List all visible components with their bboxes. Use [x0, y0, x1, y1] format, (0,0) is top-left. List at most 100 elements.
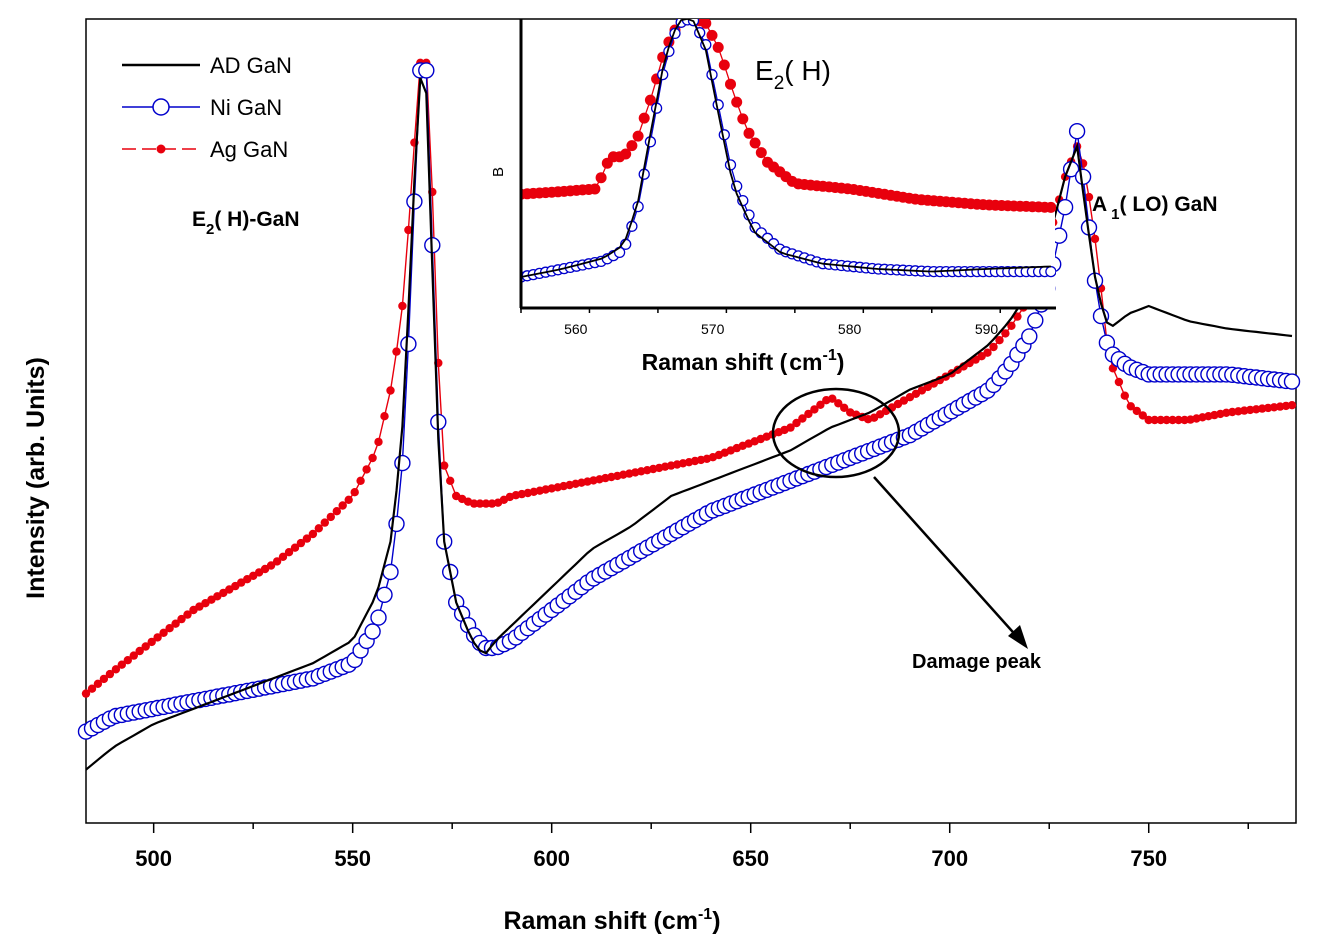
- ag-gan-point: [1132, 406, 1142, 416]
- inset-series-layer: [521, 19, 1056, 283]
- ag-gan-point: [87, 684, 97, 693]
- ag-gan-point: [302, 534, 312, 543]
- inset-ag-gan-point: [638, 112, 650, 124]
- inset-ag-gan-point: [718, 59, 730, 71]
- ag-gan-point: [792, 418, 801, 428]
- ag-gan-point: [386, 386, 395, 395]
- inset-ag-gan-point: [737, 113, 749, 125]
- annotation-damage-peak: Damage peak: [912, 651, 1042, 673]
- ag-gan-point: [356, 476, 365, 485]
- ag-gan-point: [1138, 411, 1148, 420]
- ag-gan-point: [326, 512, 335, 522]
- ag-gan-point: [308, 529, 318, 539]
- ni-gan-point: [394, 454, 411, 472]
- ag-gan-point: [816, 400, 825, 409]
- legend-ni-gan: Ni GaN: [210, 95, 282, 120]
- ag-gan-point: [278, 552, 288, 561]
- ag-gan-point: [129, 651, 138, 660]
- ag-gan-point: [983, 348, 992, 357]
- ag-gan-point: [1001, 329, 1010, 338]
- ni-gan-point: [418, 62, 435, 79]
- ag-gan-point: [350, 488, 359, 497]
- ag-gan-point: [440, 461, 449, 470]
- ag-gan-point: [1168, 415, 1177, 425]
- ag-gan-point: [1150, 415, 1159, 425]
- inset-x-ticks: 560 570 580 590: [520, 308, 1001, 337]
- ag-gan-point: [111, 665, 121, 674]
- ag-gan-point: [1287, 401, 1297, 410]
- ni-gan-point: [382, 563, 399, 581]
- ag-gan-point: [123, 656, 132, 665]
- ni-gan-point: [1056, 198, 1074, 216]
- ni-gan-point: [400, 335, 417, 353]
- ag-gan-point: [1084, 192, 1094, 202]
- inset-ag-gan-point: [743, 127, 755, 139]
- ni-gan-point: [1027, 312, 1044, 329]
- ag-gan-point: [469, 499, 479, 508]
- ag-gan-point: [1013, 312, 1022, 321]
- ag-gan-point: [1156, 415, 1165, 425]
- ag-gan-point: [834, 399, 843, 408]
- ag-gan-point: [380, 412, 389, 421]
- ag-gan-point: [171, 619, 180, 628]
- inset-ag-gan-point: [712, 41, 724, 53]
- ag-gan-point: [141, 642, 150, 651]
- ag-gan-point: [93, 679, 103, 688]
- ni-gan-point: [376, 586, 393, 603]
- ag-gan-point: [296, 538, 306, 548]
- ag-gan-point: [1114, 377, 1124, 387]
- annotation-a1-lo-gan: A 1( LO) GaN: [1092, 193, 1218, 223]
- ag-gan-point: [344, 495, 353, 504]
- ag-gan-point: [320, 518, 329, 527]
- inset-ag-gan-point: [700, 19, 712, 29]
- inset-ni-gan-point: [1045, 265, 1056, 278]
- main-x-ticks: 500 550 600 650 700 750: [135, 823, 1249, 871]
- ag-gan-point: [804, 409, 813, 419]
- ag-gan-point: [1162, 415, 1171, 425]
- ag-gan-point: [1120, 391, 1130, 400]
- inset-series-line-0: [521, 19, 1051, 278]
- ag-gan-point: [368, 453, 377, 463]
- inset-ni-gan-point: [724, 159, 737, 171]
- ag-gan-point: [99, 674, 109, 684]
- ag-gan-point: [117, 660, 127, 669]
- ag-gan-point: [1090, 234, 1100, 244]
- ag-gan-point: [810, 405, 819, 414]
- ag-gan-point: [165, 624, 174, 633]
- damage-peak-arrowhead: [1008, 625, 1028, 649]
- ni-gan-point: [1068, 122, 1086, 140]
- ag-gan-point: [398, 301, 407, 311]
- ag-gan-point: [135, 646, 144, 656]
- legend: AD GaN Ni GaN Ag GaN: [122, 53, 292, 162]
- ag-gan-point: [1007, 321, 1016, 330]
- ag-gan-point: [105, 669, 115, 679]
- ag-gan-point: [828, 394, 837, 403]
- ni-gan-point: [370, 609, 387, 626]
- main-x-tick-label: 500: [135, 846, 172, 871]
- inset-ag-gan-point: [595, 172, 607, 184]
- inset-ag-gan-point: [1045, 201, 1056, 213]
- legend-ad-gan: AD GaN: [210, 53, 292, 78]
- ag-gan-point: [153, 633, 162, 642]
- inset-ag-gan-point: [749, 137, 761, 149]
- ag-gan-point: [1144, 415, 1153, 425]
- main-x-axis-label: Raman shift (cm-1): [503, 906, 720, 935]
- ag-gan-point: [272, 557, 282, 566]
- ag-gan-point: [81, 689, 91, 698]
- inset-ag-gan-point: [706, 29, 718, 41]
- ag-gan-point: [475, 499, 485, 508]
- ni-gan-point: [1283, 373, 1301, 390]
- main-x-tick-label: 750: [1130, 846, 1167, 871]
- main-x-tick-label: 600: [533, 846, 570, 871]
- ag-gan-point: [786, 423, 795, 432]
- inset-x-tick-label: 560: [564, 321, 588, 337]
- main-y-axis-label: Intensity (arb. Units): [22, 357, 50, 599]
- damage-peak-arrow: [873, 476, 1021, 641]
- ag-gan-point: [1126, 402, 1136, 411]
- inset-x-tick-label: 590: [975, 321, 999, 337]
- inset-ag-gan-point: [644, 94, 656, 106]
- inset-y-axis-label: B: [490, 167, 507, 177]
- damage-peak-ellipse: [771, 387, 901, 479]
- inset-title: E2( H): [755, 55, 831, 94]
- ag-gan-point: [159, 628, 168, 637]
